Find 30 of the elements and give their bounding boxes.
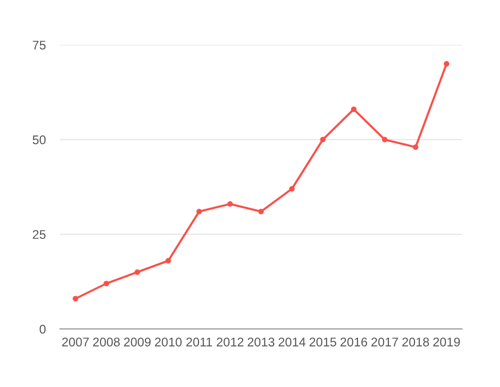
x-tick-label: 2019 [433,338,460,346]
x-tick-label: 2014 [278,338,306,346]
x-tick-label: 2016 [340,338,368,346]
point [227,201,233,207]
point [412,144,418,150]
point [196,208,202,214]
x-tick-label: 2008 [93,338,120,346]
x-tick-label: 2010 [154,338,182,346]
y-tick-label: 25 [32,230,46,239]
point [134,269,140,275]
point [320,136,326,142]
x-tick-label: 2017 [371,338,398,346]
point [104,280,110,286]
y-tick-label: 75 [32,40,46,50]
point [444,61,450,67]
x-tick-label: 2009 [124,338,151,346]
x-tick-label: 2012 [216,338,244,346]
y-tick-label: 50 [32,135,46,144]
x-tick-label: 2015 [310,338,336,346]
point [165,258,172,264]
point [289,186,295,192]
point [350,106,357,112]
y-tick-label: 0 [40,324,46,334]
x-tick-label: 2007 [62,338,89,346]
point [382,136,388,142]
x-tick-label: 2011 [186,338,212,346]
x-tick-label: 2018 [402,338,429,346]
point [258,208,264,214]
point [72,296,78,302]
x-tick-label: 2013 [248,338,274,346]
